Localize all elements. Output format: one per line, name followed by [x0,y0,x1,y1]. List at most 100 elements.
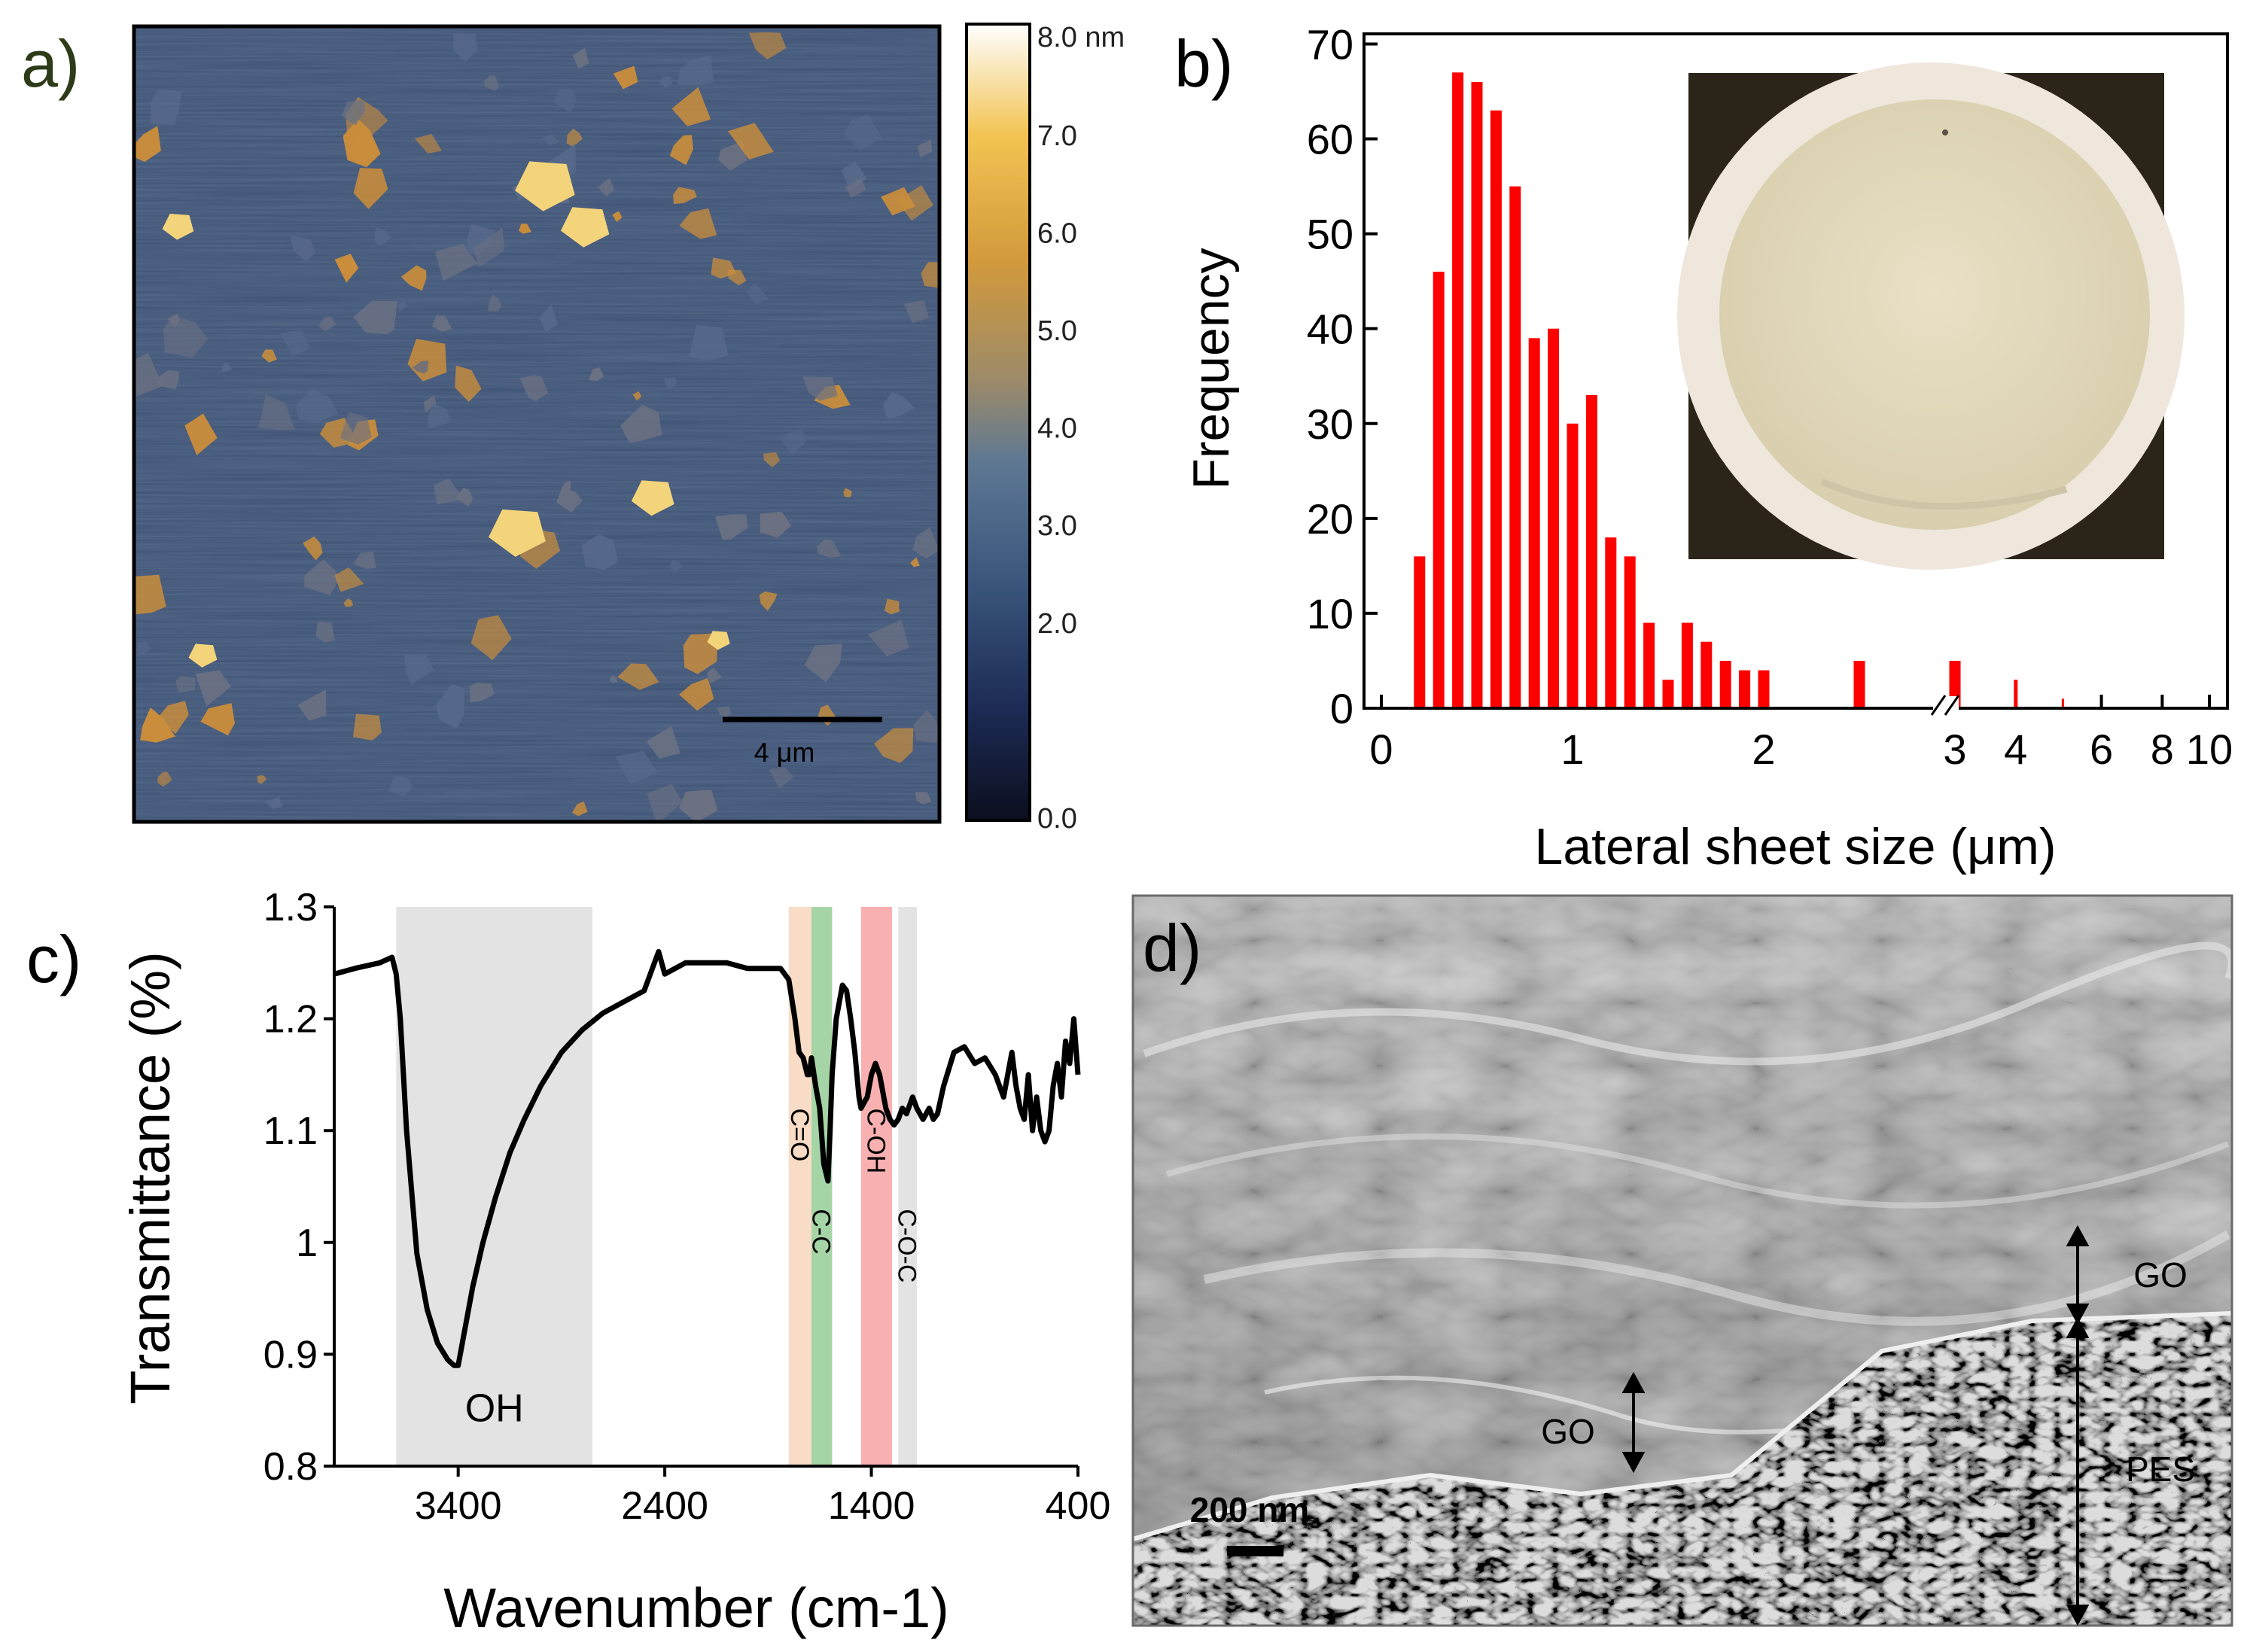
afm-frame [132,24,942,824]
afm-flake [388,775,413,797]
afm-flake [542,134,559,146]
afm-flake [571,801,588,817]
afm-flake [609,674,618,683]
afm-flake [175,675,196,693]
afm-flake [343,118,381,168]
afm-flakes [134,32,939,822]
afm-flake [318,316,336,332]
histogram-x-tick-label: 2 [1752,726,1775,773]
afm-flake [566,128,583,148]
go-thickness-arrow-left [1621,1371,1646,1474]
afm-flake [353,300,397,335]
afm-flake [615,750,657,785]
ftir-y-tick-label: 1 [296,1222,318,1265]
afm-flake [903,300,930,324]
panel-a: a) 4 μm 8.0 nm 7.0 6.0 5.0 4.0 3.0 2.0 0.0 [21,22,1125,835]
afm-flake [883,391,915,419]
histogram-bar [1681,622,1693,708]
ftir-label-co: C=O [785,1108,814,1161]
label-pes: PES [2126,1450,2195,1489]
afm-flake [727,123,774,160]
go-thickness-arrow-right [2066,1225,2090,1325]
ftir-label-coc: C-O-C [893,1209,921,1282]
afm-flake [915,792,932,805]
afm-flake [297,689,327,721]
afm-flake [664,377,677,390]
sem-scale-bar [1227,1546,1283,1556]
afm-flake [397,301,408,312]
histogram-x-tick-label: 3 [1943,726,1966,773]
panel-b-letter: b) [1174,26,1233,101]
histogram-bar [2014,680,2018,708]
histogram-x-tick-label: 0 [1369,726,1393,773]
ftir-x-tick-label: 400 [1046,1484,1111,1528]
afm-flake [679,208,717,239]
histogram-y-tick-label: 10 [1307,590,1353,637]
label-go-top: GO [2133,1255,2188,1295]
colorbar-tick-label: 7.0 [1037,120,1077,152]
histogram-bars [1414,72,2064,709]
afm-flake [303,536,323,561]
afm-flake [769,767,794,789]
afm-flake [763,452,781,467]
afm-flake [157,370,179,390]
histogram-bar [1662,680,1674,708]
afm-flake [572,47,589,69]
panel-d-letter: d) [1143,911,1201,985]
ftir-y-tick-label: 1.1 [263,1109,318,1153]
colorbar-tick-label: 4.0 [1037,413,1077,445]
afm-flake [134,126,161,163]
histogram-bar [1585,394,1597,708]
afm-flake [257,774,267,784]
histogram-x-tick-label: 6 [2090,726,2113,773]
afm-flake [727,269,747,286]
afm-flake [519,375,549,401]
histogram-bar [1452,72,1464,709]
afm-flake [659,76,672,88]
histogram-bar [1643,622,1655,708]
histogram-bar [1567,423,1579,708]
colorbar [965,23,1031,822]
afm-flake [352,713,382,741]
histogram-bar [1490,110,1502,708]
membrane-photo [1677,62,2185,570]
histogram-bar [1433,272,1445,708]
histogram-y-tick-label: 60 [1307,116,1353,163]
sem-frame [1131,894,2233,1627]
ftir-band [396,907,593,1466]
afm-flake [677,55,714,85]
afm-flake [816,539,842,558]
afm-flake [671,87,711,126]
sem-scale-label: 200 nm [1190,1490,1310,1529]
histogram-y-tick-label: 70 [1307,20,1353,68]
ftir-ylabel: Transmittance (%) [119,951,181,1404]
afm-flake [746,282,769,303]
afm-flake [613,65,638,90]
afm-flake [339,412,372,445]
afm-flake [435,683,464,729]
afm-flake-bright [188,643,218,668]
histogram-frame [1363,32,2229,710]
histogram-bar [1853,661,1865,708]
afm-flake [221,363,233,373]
ftir-y-ticks: 0.8 0.9 1 1.1 1.2 1.3 [263,886,334,1489]
afm-flake [265,796,283,810]
histogram-bar [1548,328,1560,708]
afm-flake [414,134,442,154]
afm-flake [343,598,354,607]
panel-a-letter: a) [21,26,80,101]
ftir-spectrum [333,948,1081,1368]
histogram-bar [1624,556,1636,708]
afm-flake [434,243,478,281]
afm-flake [353,168,388,209]
histogram-x-tick-label: 4 [2004,726,2027,773]
histogram-y-tick-label: 0 [1330,685,1353,732]
afm-flake [400,265,427,291]
afm-flake [802,376,838,401]
axis-break [1930,695,1960,720]
afm-flake-bright [707,631,730,650]
ftir-label-coh: C-OH [861,1108,890,1173]
sem-image [1133,896,2232,1626]
afm-flake [157,701,189,735]
afm-flake [374,227,392,246]
